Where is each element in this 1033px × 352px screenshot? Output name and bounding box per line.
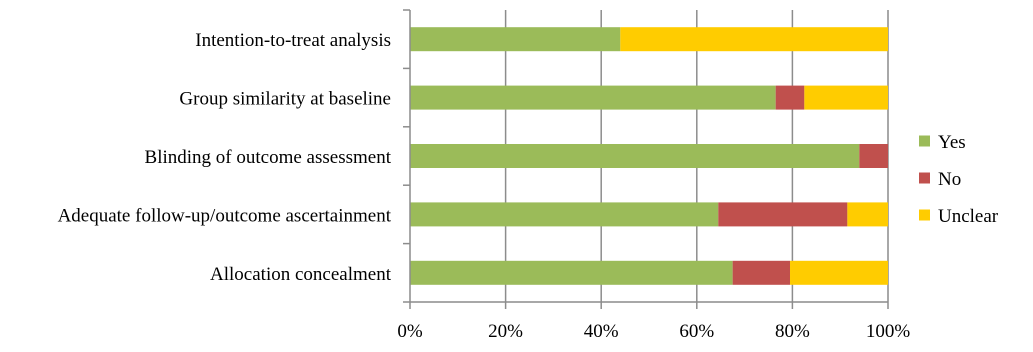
tick-labels: 0% 20% 40% 60% 80% 100% [397, 321, 910, 342]
category-label-intention-to-treat-analysis: Intention-to-treat analysis [195, 30, 391, 51]
category-label-group-similarity-at-baseline: Group similarity at baseline [179, 89, 391, 110]
legend-label-unclear: Unclear [938, 206, 999, 227]
bar-no-blinding-of-outcome-assessment [859, 144, 888, 168]
x-tick-label: 40% [584, 321, 619, 342]
axes [403, 9, 889, 309]
x-tick-label: 0% [397, 321, 423, 342]
legend-label-yes: Yes [938, 132, 966, 153]
bar-yes-group-similarity-at-baseline [410, 85, 776, 110]
x-tick-label: 80% [775, 321, 810, 342]
bar-yes-adequate-follow-up-outcome-ascertainment [410, 202, 719, 227]
legend-label-no: No [938, 169, 961, 190]
bar-unclear-allocation-concealment [790, 260, 888, 285]
bars [410, 27, 888, 285]
bar-no-group-similarity-at-baseline [775, 85, 805, 110]
x-tick-label: 100% [866, 321, 911, 342]
bar-yes-allocation-concealment [410, 260, 733, 285]
x-tick-label: 20% [488, 321, 523, 342]
legend: Yes No Unclear [919, 132, 999, 227]
category-label-adequate-follow-up-outcome-ascertainment: Adequate follow-up/outcome ascertainment [58, 205, 392, 226]
category-labels: Intention-to-treat analysis Group similar… [58, 30, 392, 285]
bar-unclear-group-similarity-at-baseline [804, 85, 888, 110]
legend-swatch-unclear [919, 209, 930, 221]
bar-unclear-adequate-follow-up-outcome-ascertainment [847, 202, 888, 227]
bar-yes-intention-to-treat-analysis [410, 27, 621, 52]
legend-swatch-no [919, 172, 930, 184]
legend-swatch-yes [919, 135, 930, 147]
bar-unclear-intention-to-treat-analysis [620, 27, 888, 52]
bar-yes-blinding-of-outcome-assessment [410, 144, 860, 168]
category-label-allocation-concealment: Allocation concealment [210, 264, 392, 285]
bar-no-allocation-concealment [732, 260, 791, 285]
bar-no-adequate-follow-up-outcome-ascertainment [718, 202, 848, 227]
x-tick-label: 60% [679, 321, 714, 342]
category-label-blinding-of-outcome-assessment: Blinding of outcome assessment [145, 147, 392, 168]
